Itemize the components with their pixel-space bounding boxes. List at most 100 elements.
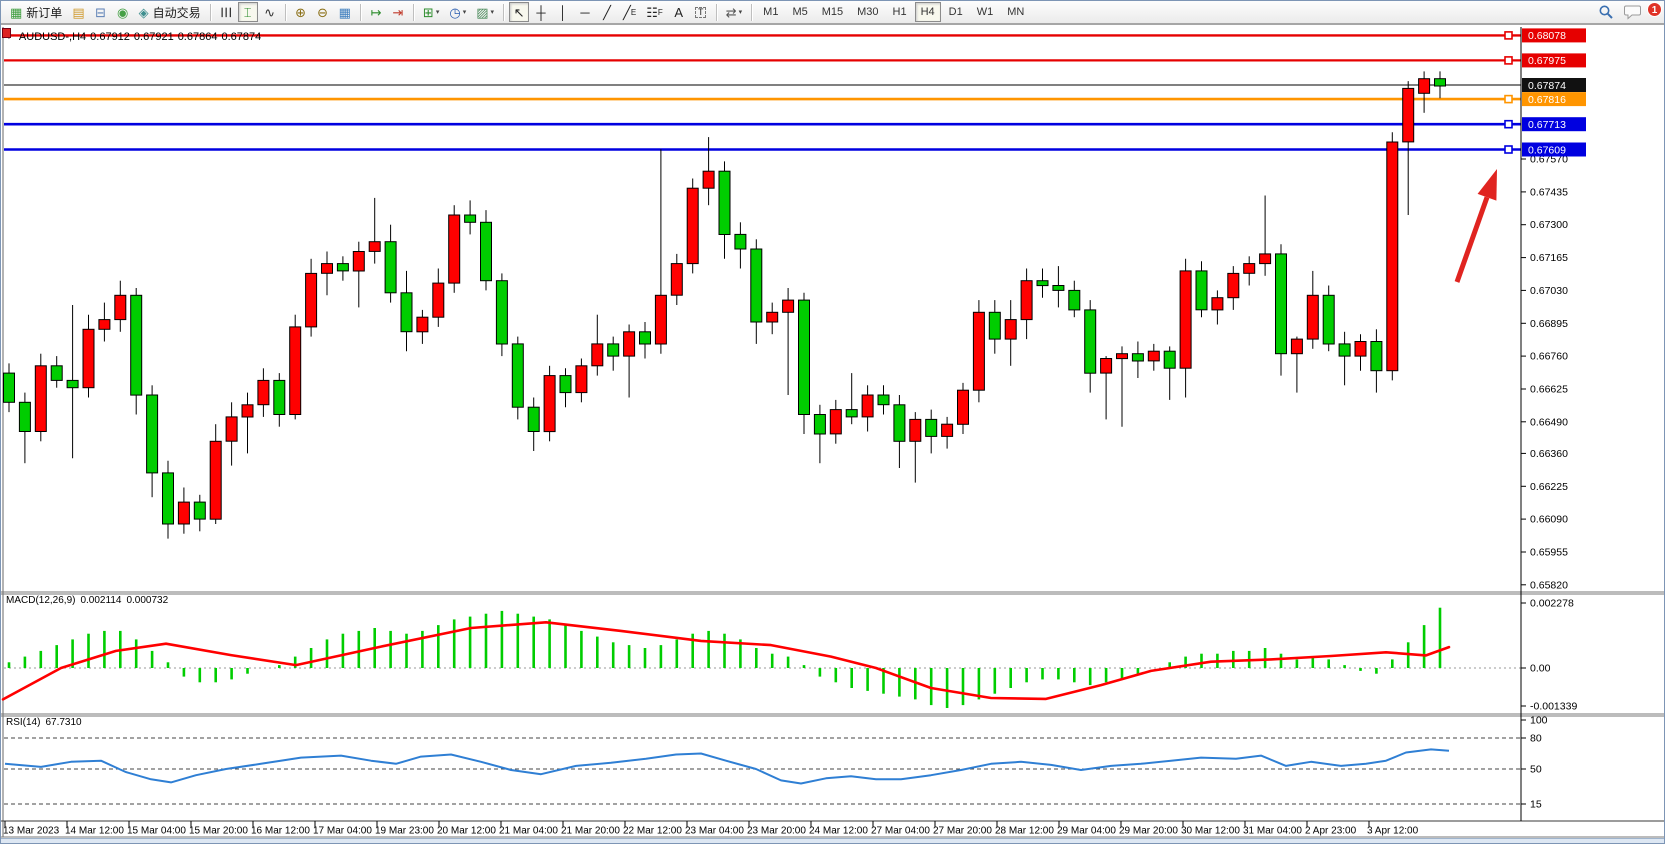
price-tick-label: 0.66490	[1530, 416, 1568, 428]
time-tick-label: 15 Mar 20:00	[189, 826, 248, 837]
time-axis[interactable]	[1, 821, 1521, 837]
equidistant-channel-button[interactable]: ╱ E	[619, 2, 640, 22]
zoom-out-icon: ⊖	[317, 4, 329, 20]
text-button[interactable]: A	[669, 2, 689, 22]
candlestick-chart-button[interactable]: ⌶	[237, 2, 258, 22]
time-tick-label: 29 Mar 04:00	[1057, 826, 1116, 837]
timeframe-M5-button[interactable]: M5	[786, 2, 813, 22]
time-tick-label: 3 Apr 12:00	[1367, 826, 1419, 837]
toolbar-separator	[503, 3, 505, 21]
horizontal-level-lines[interactable]	[4, 31, 1521, 154]
timeframe-MN-button[interactable]: MN	[1001, 2, 1030, 22]
price-label: 0.67816	[1528, 94, 1566, 106]
timeframe-H4-button[interactable]: H4	[914, 2, 941, 22]
timeframe-H1-button[interactable]: H1	[887, 2, 913, 22]
cursor-button[interactable]: ↖	[509, 2, 530, 22]
rsi-name: RSI(14)	[6, 717, 41, 728]
time-scale[interactable]: 13 Mar 2023 14 Mar 12:00 15 Mar 04:00 15 Ma…	[3, 821, 1419, 837]
toolbar-groups: ▦ 新订单 ▤ ⊟ ◉ ◈ 自动交易 ☰ ⌶ ∿ ⊕ ⊖ ▦ ↦ ⇥ ⊞ ▾ ◷ ▾ ▨ ▾ ↖ ┼ │ ─ ╱ ╱ E ☷ F A T ⇄ ▾ M…	[5, 2, 1031, 22]
rsi-tick-label: 15	[1530, 799, 1542, 811]
text-label-button[interactable]: T	[691, 2, 711, 22]
price-axis[interactable]	[1522, 27, 1664, 821]
button-label: 新订单	[26, 5, 63, 20]
line-handle[interactable]	[1504, 94, 1513, 104]
window-bottom-border	[1, 838, 1664, 843]
time-tick-label: 27 Mar 04:00	[871, 826, 930, 837]
rsi-tick-label: 80	[1530, 733, 1542, 745]
zoom-out-button[interactable]: ⊖	[313, 2, 333, 22]
timeframe-M1-button[interactable]: M1	[757, 2, 784, 22]
rsi-indicator-label: RSI(14) 67.7310	[6, 717, 87, 728]
notifications-button[interactable]	[1620, 2, 1646, 22]
trendline-button[interactable]: ╱	[597, 2, 617, 22]
fibonacci-icon: ☷	[646, 4, 658, 20]
time-tick-label: 15 Mar 04:00	[127, 826, 186, 837]
timeframe-M15-button[interactable]: M15	[816, 2, 849, 22]
price-tick-label: 0.67300	[1530, 219, 1568, 231]
time-tick-label: 13 Mar 2023	[3, 826, 60, 837]
time-tick-label: 21 Mar 04:00	[499, 826, 558, 837]
crosshair-button[interactable]: ┼	[531, 2, 551, 22]
periods-button[interactable]: ◷ ▾	[445, 2, 470, 22]
timeframe-M30-button[interactable]: M30	[851, 2, 884, 22]
pane-separators[interactable]	[1, 27, 1665, 838]
dropdown-caret-icon: ▾	[738, 9, 743, 16]
vertical-line-button[interactable]: │	[553, 2, 573, 22]
zoom-in-button[interactable]: ⊕	[291, 2, 311, 22]
arrows-shapes-button[interactable]: ⇄ ▾	[722, 2, 746, 22]
rsi-value: 67.7310	[45, 717, 82, 728]
templates-button[interactable]: ▨ ▾	[472, 2, 498, 22]
toolbar-separator	[715, 3, 717, 21]
price-tick-label: 0.67435	[1530, 186, 1568, 198]
price-tick-label: 0.66225	[1530, 481, 1568, 493]
time-tick-label: 22 Mar 12:00	[623, 826, 682, 837]
toolbar: ▦ 新订单 ▤ ⊟ ◉ ◈ 自动交易 ☰ ⌶ ∿ ⊕ ⊖ ▦ ↦ ⇥ ⊞ ▾ ◷ ▾ ▨ ▾ ↖ ┼ │ ─ ╱ ╱ E ☷ F A T ⇄ ▾ M…	[1, 1, 1664, 25]
indicators-button[interactable]: ⊞ ▾	[419, 2, 443, 22]
price-label: 0.68078	[1528, 30, 1566, 42]
search-button[interactable]	[1594, 2, 1618, 22]
button-label: M1	[763, 6, 779, 18]
candlestick-chart-icon: ⌶	[243, 4, 252, 20]
notification-badge[interactable]: 1	[1647, 2, 1662, 17]
trend-arrow-annotation[interactable]	[1454, 169, 1497, 283]
time-tick-label: 27 Mar 20:00	[933, 826, 992, 837]
search-icon	[1599, 5, 1613, 19]
horizontal-line-button[interactable]: ─	[575, 2, 595, 22]
fibonacci-button[interactable]: ☷ F	[642, 2, 667, 22]
price-scale[interactable]: 0.675700.674350.673000.671650.670300.668…	[1521, 154, 1577, 811]
macd-indicator-label: MACD(12,26,9) 0.002114 0.000732	[6, 595, 173, 606]
macd-signal-value: 0.000732	[126, 595, 169, 606]
vertical-line-icon: │	[558, 4, 568, 20]
market-watch-button[interactable]: ▤	[68, 2, 88, 22]
rsi-tick-label: 50	[1530, 764, 1542, 776]
button-label: MN	[1007, 6, 1025, 18]
time-tick-label: 23 Mar 04:00	[685, 826, 744, 837]
chart-shift-icon: ⇥	[392, 4, 404, 20]
line-handle[interactable]	[1504, 119, 1513, 129]
price-label: 0.67713	[1528, 119, 1566, 131]
line-chart-button[interactable]: ∿	[260, 2, 280, 22]
auto-scroll-button[interactable]: ↦	[366, 2, 386, 22]
time-tick-label: 30 Mar 12:00	[1181, 826, 1240, 837]
line-handle[interactable]	[1504, 56, 1513, 65]
new-order-button[interactable]: ▦ 新订单	[6, 2, 66, 22]
terminal-button[interactable]: ⊟	[91, 2, 111, 22]
ohlc-close: 0.67874	[221, 31, 262, 43]
price-tick-label: 0.66360	[1530, 448, 1568, 460]
timeframe-D1-button[interactable]: D1	[943, 2, 969, 22]
price-tick-label: 0.67165	[1530, 252, 1568, 264]
autotrading-button[interactable]: ◈ 自动交易	[135, 2, 205, 22]
timeframe-W1-button[interactable]: W1	[971, 2, 1000, 22]
bar-chart-button[interactable]: ☰	[216, 2, 236, 22]
dropdown-caret-icon: ▾	[462, 9, 467, 16]
chart-canvas[interactable]: 0.675700.674350.673000.671650.670300.668…	[1, 27, 1665, 839]
tile-windows-button[interactable]: ▦	[335, 2, 355, 22]
chart-shift-button[interactable]: ⇥	[388, 2, 408, 22]
line-handle[interactable]	[1504, 145, 1513, 154]
button-label: H1	[892, 6, 907, 18]
line-handle[interactable]	[1504, 31, 1513, 40]
signals-button[interactable]: ◉	[113, 2, 133, 22]
price-tick-label: 0.65955	[1530, 547, 1568, 559]
time-tick-label: 24 Mar 12:00	[809, 826, 868, 837]
